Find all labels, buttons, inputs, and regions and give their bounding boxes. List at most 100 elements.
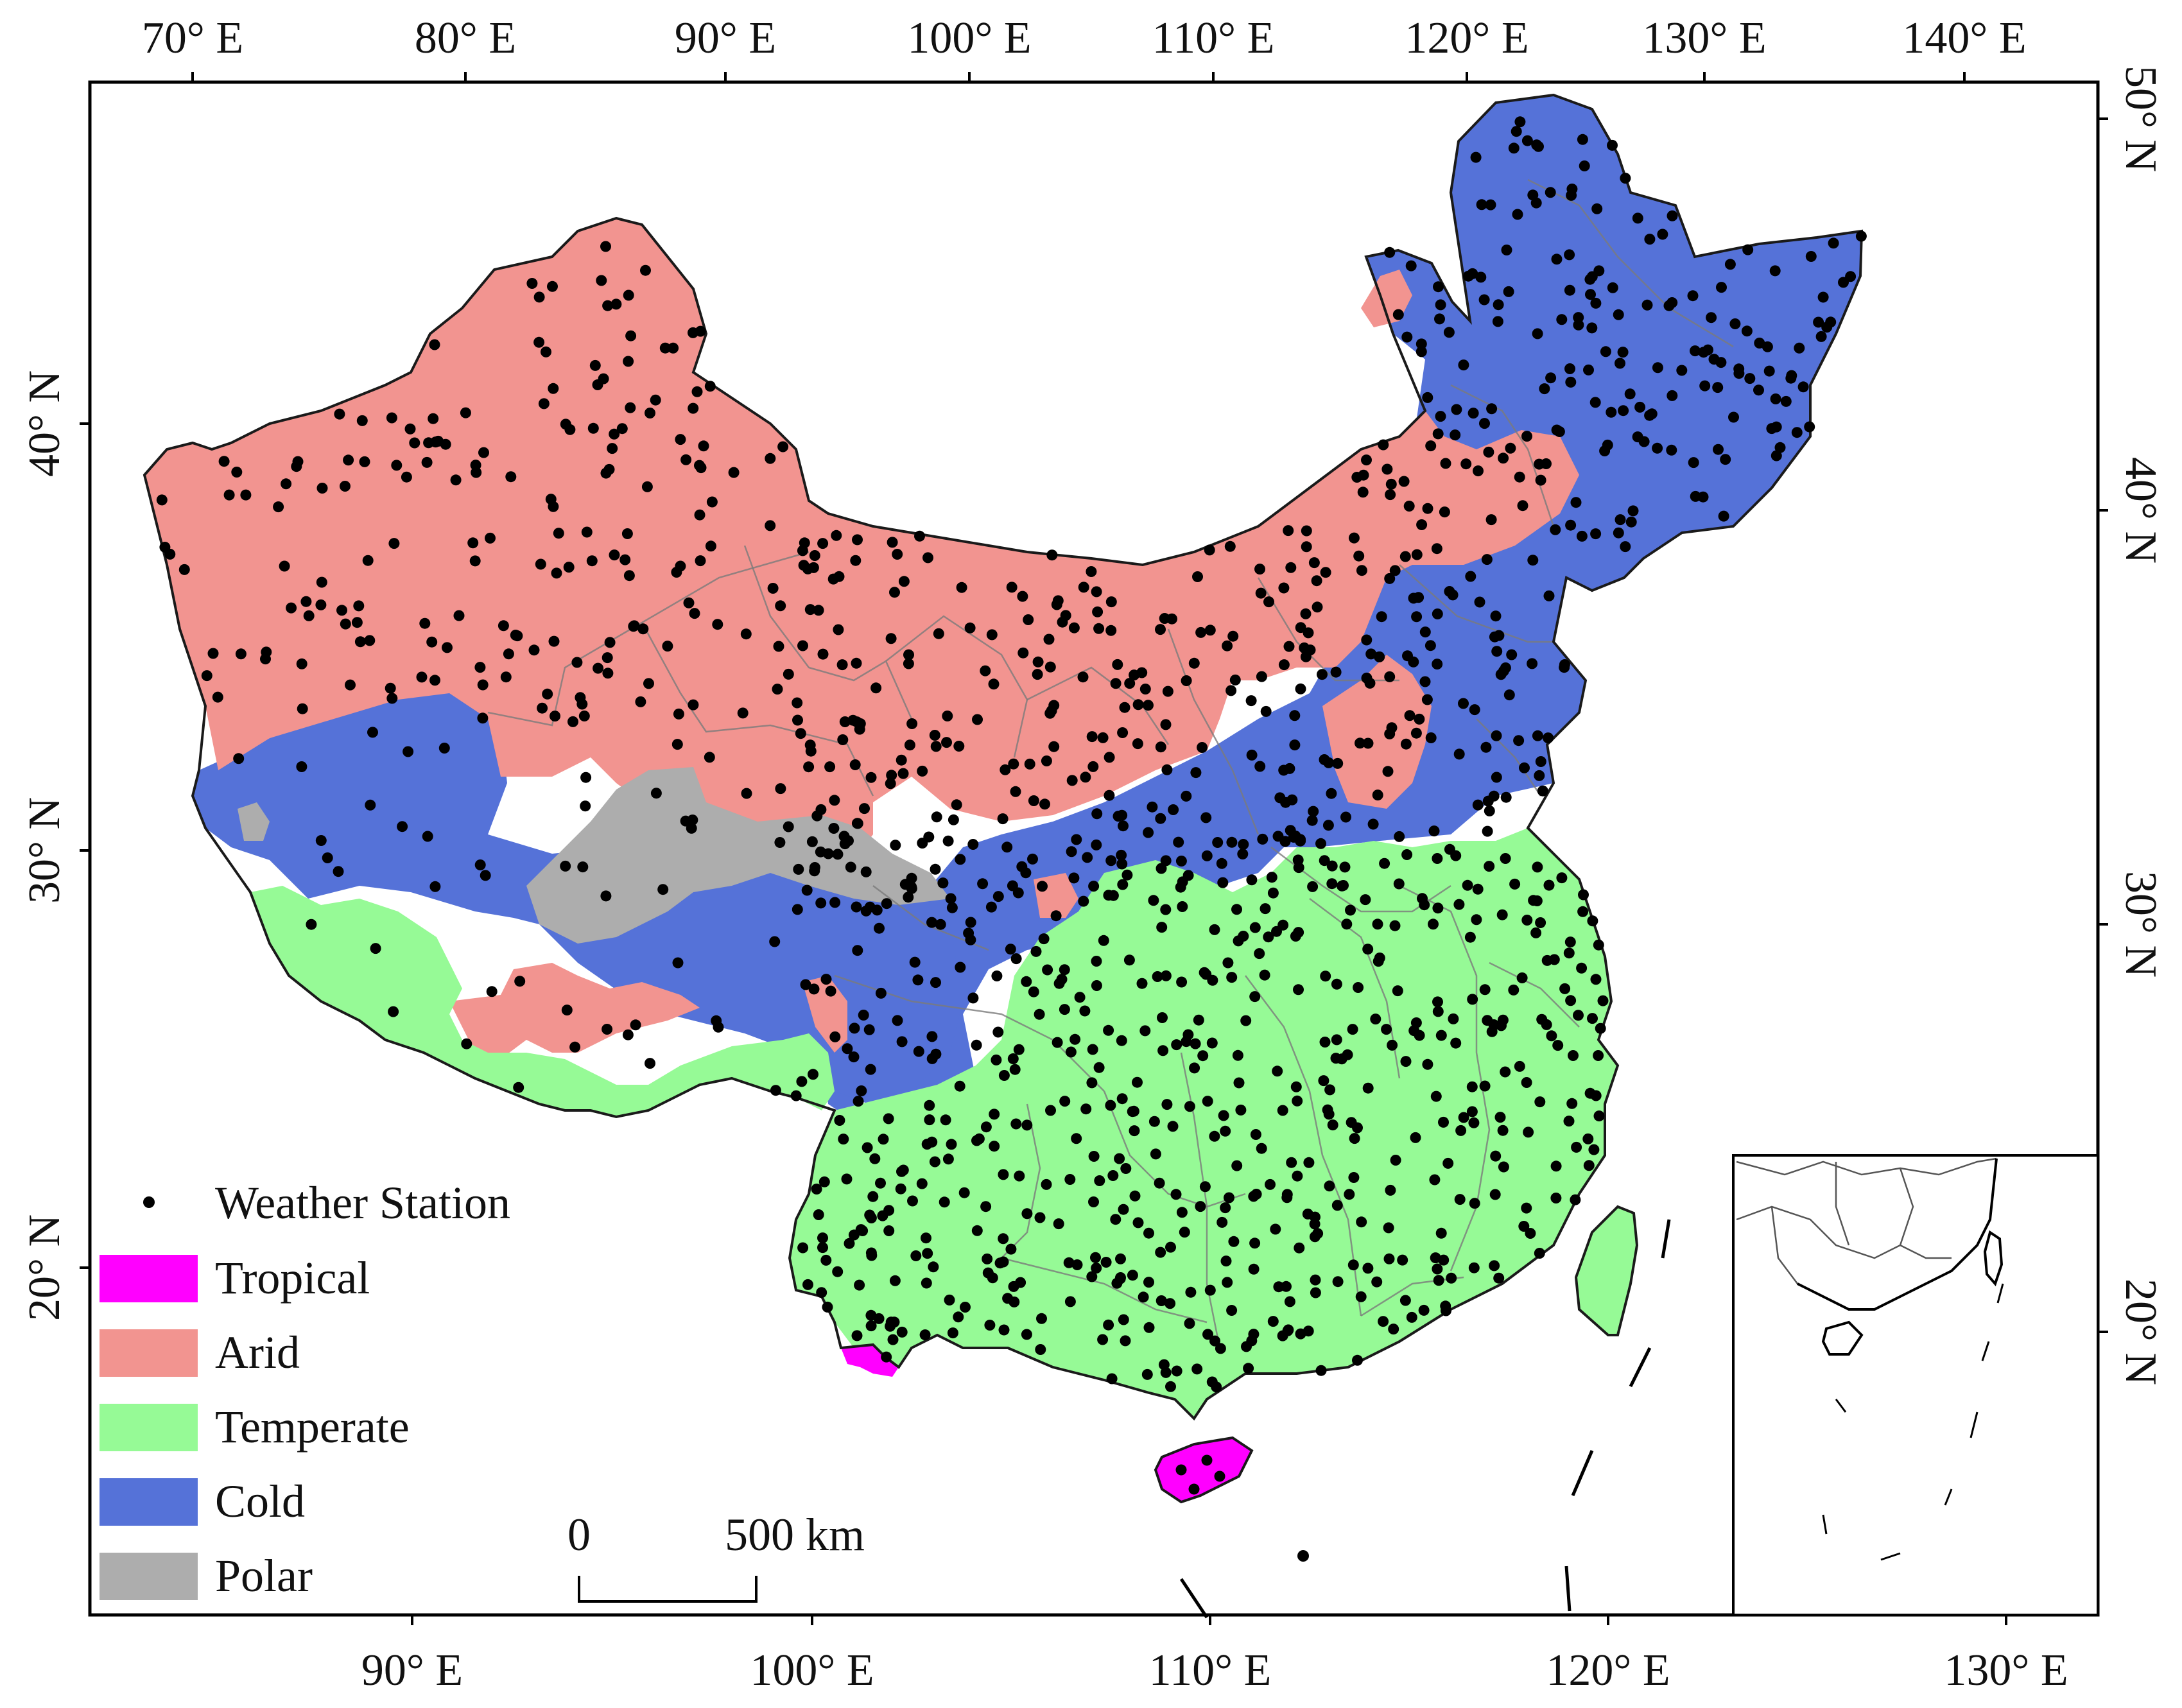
- weather-station-dot: [1189, 1062, 1200, 1074]
- weather-station-dot: [1052, 1037, 1063, 1048]
- weather-station-dot: [641, 481, 653, 492]
- weather-station-dot: [1355, 738, 1365, 749]
- weather-station-dot: [1348, 532, 1360, 544]
- weather-station-dot: [1310, 1274, 1321, 1286]
- top-tick-label: 110° E: [1152, 13, 1275, 63]
- weather-station-dot: [1687, 290, 1699, 302]
- weather-station-dot: [201, 670, 212, 682]
- weather-station-dot: [687, 815, 698, 825]
- weather-station-dot: [503, 648, 514, 660]
- weather-station-dot: [808, 983, 820, 995]
- weather-station-dot: [1657, 229, 1668, 240]
- weather-station-dot: [1326, 878, 1338, 890]
- zone-temperate-taiwan: [1576, 1207, 1637, 1335]
- weather-station-dot: [1845, 271, 1857, 282]
- weather-station-dot: [1508, 984, 1520, 996]
- weather-station-dot: [1120, 1163, 1132, 1174]
- weather-station-dot: [353, 600, 365, 612]
- weather-station-dot: [416, 671, 428, 683]
- weather-station-dot: [1129, 669, 1140, 681]
- weather-station-dot: [1419, 626, 1431, 638]
- weather-station-dot: [1267, 887, 1279, 899]
- weather-station-dot: [921, 1232, 931, 1244]
- weather-station-dot: [1494, 1112, 1506, 1123]
- weather-station-dot: [1078, 582, 1089, 593]
- weather-station-dot: [1453, 899, 1465, 910]
- weather-station-dot: [1385, 1184, 1396, 1196]
- weather-station-dot: [1559, 659, 1570, 670]
- weather-station-dot: [1474, 596, 1485, 608]
- weather-station-dot: [1590, 974, 1602, 985]
- right-tick-label: 20° N: [2116, 1279, 2165, 1385]
- weather-station-dot: [1508, 142, 1520, 154]
- weather-station-dot: [1384, 671, 1396, 682]
- weather-station-dot: [1340, 811, 1351, 823]
- weather-station-dot: [917, 765, 928, 777]
- weather-station-dot: [602, 1024, 613, 1035]
- weather-station-dot: [1225, 685, 1237, 696]
- weather-station-dot: [857, 1225, 869, 1236]
- weather-station-dot: [1491, 772, 1502, 783]
- weather-station-dot: [1017, 591, 1028, 602]
- weather-station-dot: [881, 898, 892, 910]
- weather-station-dot: [998, 1070, 1010, 1081]
- weather-station-dot: [1498, 453, 1509, 464]
- weather-station-dot: [303, 610, 315, 621]
- weather-station-dot: [1286, 1157, 1297, 1168]
- weather-station-dot: [1460, 458, 1472, 470]
- legend-swatch-tropical: [100, 1255, 198, 1302]
- weather-station-dot: [1034, 1008, 1045, 1020]
- weather-station-dot: [919, 1329, 931, 1341]
- weather-station-dot: [1005, 944, 1016, 955]
- weather-station-dot: [1289, 739, 1301, 751]
- weather-station-dot: [1408, 656, 1419, 668]
- weather-station-dot: [1361, 634, 1372, 646]
- weather-station-dot: [1602, 439, 1613, 451]
- weather-station-dot: [1351, 472, 1363, 483]
- weather-station-dot: [1512, 209, 1523, 220]
- weather-station-dot: [1485, 199, 1496, 211]
- weather-station-dot: [1374, 651, 1385, 662]
- weather-station-dot: [1465, 571, 1476, 582]
- weather-station-dot: [567, 716, 578, 727]
- weather-station-dot: [1492, 316, 1503, 327]
- weather-station-dot: [930, 863, 941, 875]
- weather-station-dot: [1496, 909, 1508, 920]
- weather-station-dot: [1546, 1030, 1557, 1042]
- weather-station-dot: [1585, 289, 1596, 300]
- weather-station-dot: [1200, 812, 1212, 824]
- weather-station-dot: [998, 1324, 1010, 1336]
- weather-station-dot: [474, 662, 486, 673]
- weather-station-dot: [1281, 1281, 1292, 1292]
- weather-station-dot: [428, 413, 439, 424]
- weather-station-dot: [1532, 328, 1543, 340]
- weather-station-dot: [471, 467, 482, 478]
- weather-station-dot: [1232, 1049, 1243, 1061]
- weather-station-dot: [851, 1330, 863, 1341]
- weather-station-dot: [1267, 1316, 1279, 1327]
- weather-station-dot: [1028, 986, 1039, 997]
- weather-station-dot: [1181, 1036, 1192, 1048]
- weather-station-dot: [1342, 1049, 1353, 1060]
- weather-station-dot: [1513, 735, 1525, 746]
- weather-station-dot: [1364, 677, 1376, 689]
- weather-station-dot: [1028, 795, 1039, 806]
- weather-station-dot: [809, 865, 820, 877]
- weather-station-dot: [1593, 939, 1604, 951]
- weather-station-dot: [533, 336, 545, 348]
- weather-station-dot: [1523, 1126, 1534, 1138]
- weather-station-dot: [1532, 861, 1543, 873]
- weather-station-dot: [1428, 919, 1439, 930]
- weather-station-dot: [1584, 273, 1596, 285]
- weather-station-dot: [535, 558, 546, 570]
- weather-station-dot: [1565, 519, 1577, 531]
- weather-station-dot: [1597, 995, 1609, 1006]
- weather-station-dot: [1410, 727, 1422, 739]
- weather-station-dot: [1573, 312, 1584, 323]
- weather-station-dot: [1440, 458, 1451, 469]
- weather-station-dot: [1000, 764, 1011, 775]
- weather-station-dot: [354, 636, 366, 648]
- sea-boundary-dashes: [1179, 1219, 1671, 1619]
- weather-station-dot: [1550, 524, 1561, 535]
- weather-station-dot: [1442, 1157, 1454, 1169]
